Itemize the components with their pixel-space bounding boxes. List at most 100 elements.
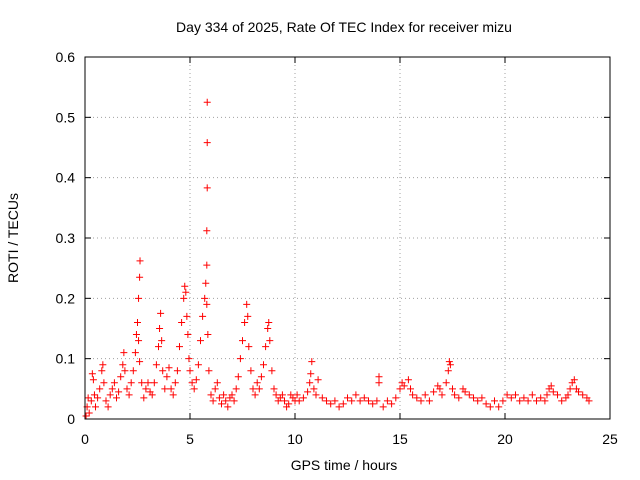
data-point xyxy=(87,397,95,405)
data-point xyxy=(94,394,102,402)
data-point xyxy=(159,367,167,375)
data-point xyxy=(165,364,173,372)
data-point xyxy=(163,373,171,381)
data-point xyxy=(312,391,320,399)
data-point xyxy=(180,294,188,302)
data-point xyxy=(108,385,116,393)
data-point xyxy=(167,385,175,393)
data-point xyxy=(161,385,169,393)
data-point xyxy=(413,394,421,402)
data-point xyxy=(150,379,158,387)
data-point xyxy=(425,397,433,405)
data-point xyxy=(272,391,280,399)
data-point xyxy=(113,394,120,402)
data-point xyxy=(373,397,381,405)
data-point xyxy=(365,397,372,405)
data-point xyxy=(558,397,566,405)
data-point xyxy=(491,397,498,405)
data-point xyxy=(205,367,213,375)
data-point xyxy=(156,325,164,332)
data-point xyxy=(449,385,456,393)
data-point xyxy=(352,391,360,399)
data-point xyxy=(123,385,131,393)
data-point xyxy=(84,394,92,402)
data-point xyxy=(224,403,232,411)
data-point xyxy=(211,385,219,393)
data-point xyxy=(155,343,162,351)
x-tick-label: 25 xyxy=(602,431,618,447)
x-tick-label: 0 xyxy=(81,431,89,447)
data-point xyxy=(136,273,144,281)
axis-ticks: 0 0.1 0.2 0.3 0.4 0.5 0.6 0 5 10 15 20 25 xyxy=(56,49,618,447)
data-point xyxy=(570,376,578,384)
data-point xyxy=(507,394,515,402)
data-point xyxy=(396,385,404,393)
data-point xyxy=(253,379,261,387)
data-point xyxy=(383,397,391,405)
data-point xyxy=(184,331,192,339)
data-point xyxy=(335,403,343,411)
data-point xyxy=(409,391,417,399)
data-point xyxy=(169,391,177,399)
data-point xyxy=(251,391,259,399)
data-point xyxy=(106,391,114,399)
data-point xyxy=(379,403,387,411)
data-point xyxy=(375,379,383,387)
data-point xyxy=(100,379,108,387)
data-point xyxy=(293,391,301,399)
data-point xyxy=(197,337,204,345)
data-point xyxy=(486,403,494,411)
data-point xyxy=(407,385,414,393)
data-point xyxy=(255,385,263,393)
data-point xyxy=(249,385,257,393)
data-point xyxy=(455,394,463,402)
data-point xyxy=(308,358,316,366)
data-point xyxy=(142,385,150,393)
data-point xyxy=(331,397,339,405)
data-point xyxy=(243,300,251,308)
data-point xyxy=(482,400,490,408)
data-point xyxy=(360,394,368,402)
y-tick-label: 0.5 xyxy=(56,109,76,125)
data-point xyxy=(140,394,148,402)
data-point xyxy=(528,391,536,399)
data-point xyxy=(204,331,212,339)
data-point xyxy=(327,400,335,408)
chart-title: Day 334 of 2025, Rate Of TEC Index for r… xyxy=(176,19,512,35)
data-point xyxy=(307,370,315,378)
data-point xyxy=(218,400,225,408)
data-point xyxy=(516,397,524,405)
data-point xyxy=(260,361,267,369)
data-point xyxy=(203,139,211,147)
data-point xyxy=(186,367,194,375)
data-point xyxy=(575,388,582,396)
x-tick-label: 5 xyxy=(186,431,194,447)
data-point xyxy=(120,349,128,357)
data-point xyxy=(203,227,211,235)
data-point xyxy=(173,367,181,375)
data-point xyxy=(182,288,190,296)
data-point xyxy=(285,400,293,408)
data-point xyxy=(110,379,118,387)
data-point xyxy=(503,391,511,399)
data-point xyxy=(281,397,288,405)
y-tick-label: 0 xyxy=(67,411,75,427)
data-point xyxy=(127,379,135,387)
data-point xyxy=(257,373,265,381)
data-point xyxy=(520,394,528,402)
data-point xyxy=(241,318,249,326)
data-point xyxy=(199,312,207,320)
data-point xyxy=(247,367,255,375)
data-point xyxy=(533,397,540,405)
data-point xyxy=(461,388,469,396)
data-point xyxy=(136,358,144,366)
data-point xyxy=(262,343,270,351)
y-tick-label: 0.4 xyxy=(56,170,76,186)
data-point xyxy=(375,373,383,381)
data-point xyxy=(115,388,123,396)
data-point xyxy=(579,391,587,399)
data-point xyxy=(135,337,143,345)
data-point xyxy=(442,379,450,387)
data-point xyxy=(99,361,107,369)
data-point xyxy=(136,257,144,265)
